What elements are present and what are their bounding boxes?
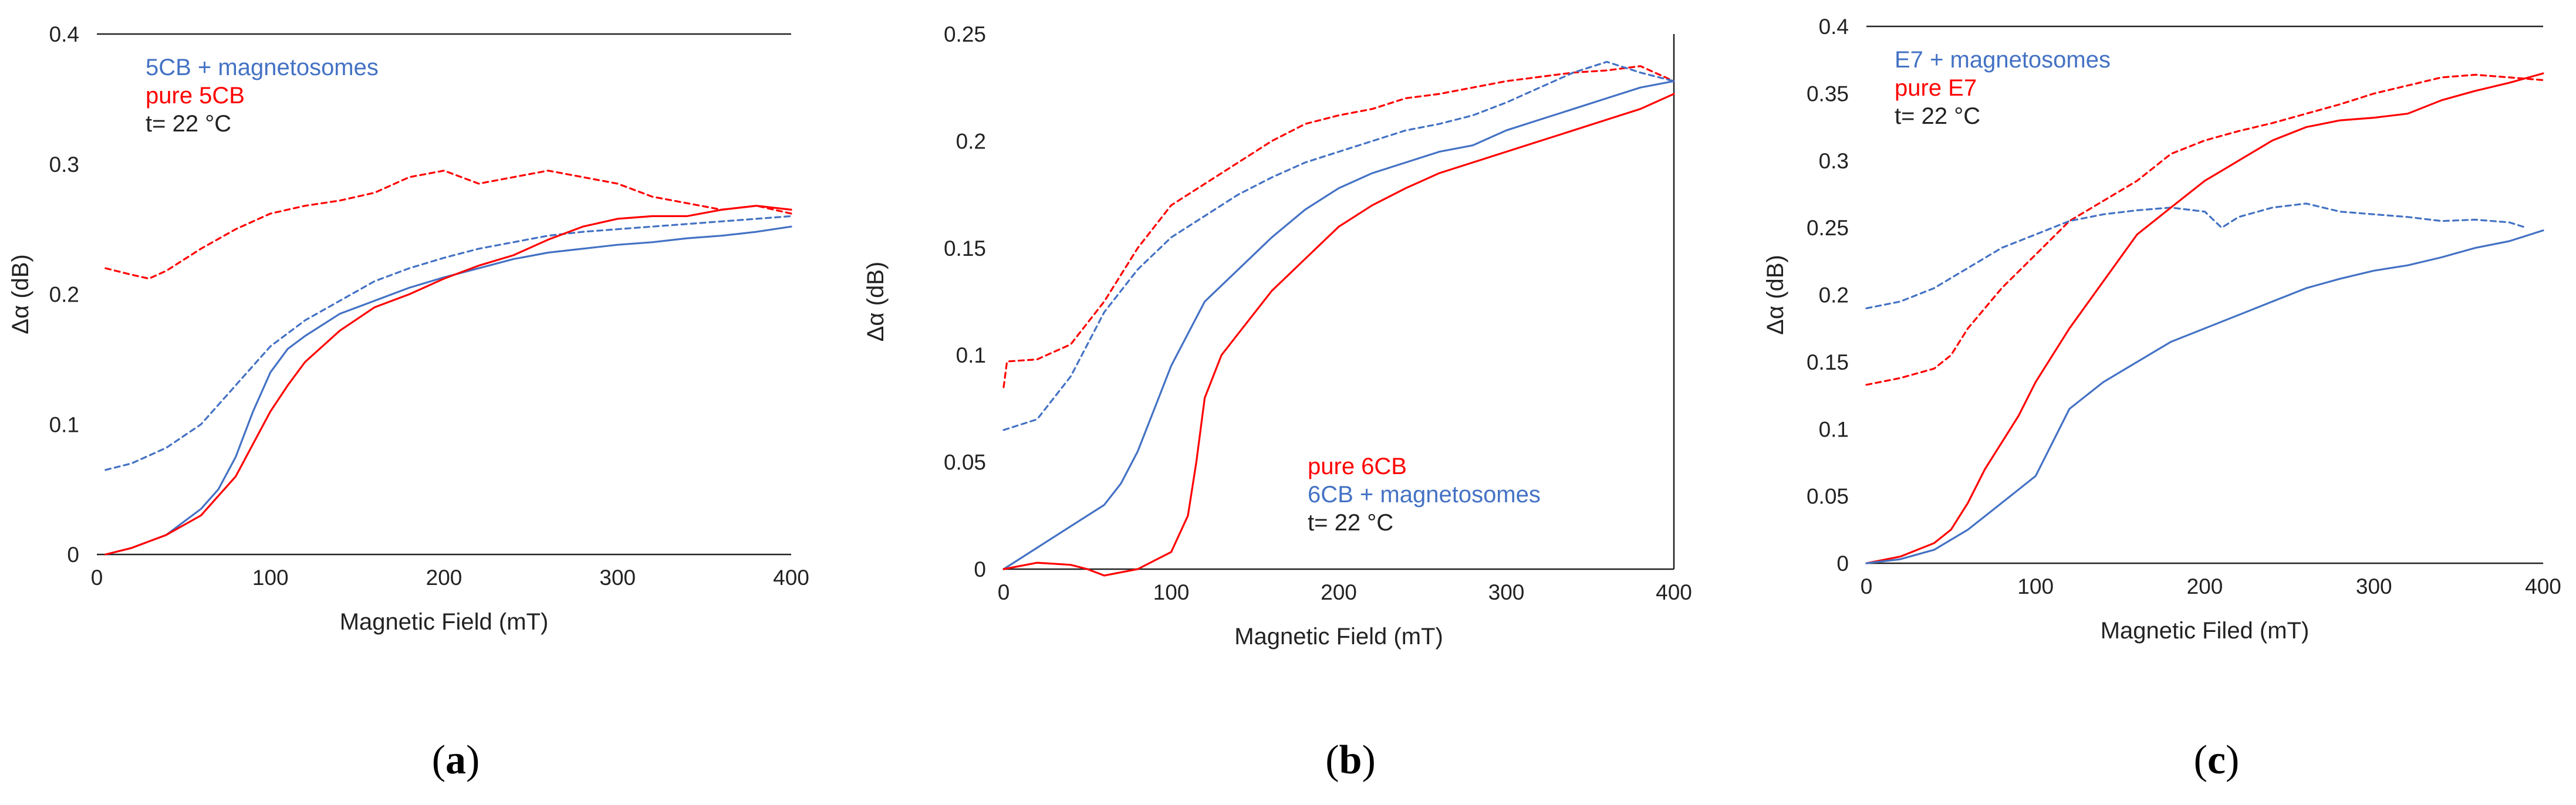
x-tick-label: 100 [252, 566, 289, 590]
legend-entry: pure 6CB [1308, 454, 1407, 479]
panel-label: (a) [432, 738, 480, 783]
legend-entry: t= 22 °C [1895, 103, 1980, 129]
legend-entry: 5CB + magnetosomes [146, 55, 379, 80]
x-tick-label: 200 [2187, 574, 2223, 598]
y-axis-title: Δα (dB) [8, 254, 33, 334]
y-tick-label: 0.1 [49, 412, 79, 437]
y-tick-label: 0 [1836, 552, 1849, 576]
x-axis-title: Magnetic Field (mT) [1234, 624, 1443, 650]
chart-panel-a: 0 100 200 300 400 0 0.1 0.2 0.3 0.4 Magnetic Field… [8, 22, 809, 783]
y-tick-label: 0.25 [944, 22, 986, 46]
series-line-pure-6cb-solid [1002, 93, 1675, 577]
series-line-pure-e7-solid [1865, 72, 2544, 564]
series-line-5cb-magnetosomes-dashed [104, 215, 792, 471]
series-line-pure-5cb-solid [104, 205, 792, 556]
series-line-5cb-magnetosomes-solid [104, 225, 792, 556]
chart-panel-b: 0 100 200 300 400 0 0.05 0.1 0.15 0.2 0.25 Magnetic… [863, 22, 1692, 783]
y-tick-label: 0.2 [1819, 283, 1849, 307]
legend-entry: pure E7 [1895, 75, 1977, 101]
y-tick-label: 0.35 [1807, 82, 1849, 106]
x-tick-label: 100 [2017, 574, 2054, 598]
legend-entry: 6CB + magnetosomes [1308, 482, 1541, 508]
legend-entry: t= 22 °C [1308, 510, 1393, 536]
x-tick-label: 400 [773, 566, 809, 590]
series-line-6cb-magnetosomes-dashed [1002, 60, 1675, 431]
x-tick-label: 100 [1153, 580, 1190, 604]
y-tick-label: 0 [67, 543, 79, 567]
series-line-e7-magnetosomes-solid [1865, 229, 2544, 564]
x-tick-label: 400 [1656, 580, 1692, 604]
legend-entry: t= 22 °C [146, 111, 231, 137]
y-tick-label: 0.15 [944, 236, 986, 261]
y-tick-label: 0.25 [1807, 216, 1849, 240]
y-tick-label: 0.05 [944, 451, 986, 475]
y-axis-title: Δα (dB) [1763, 255, 1788, 335]
y-axis-title: Δα (dB) [863, 262, 889, 342]
x-tick-label: 300 [1488, 580, 1525, 604]
y-tick-label: 0.4 [1819, 15, 1849, 39]
panel-label: (c) [2194, 738, 2240, 783]
y-tick-label: 0 [974, 557, 986, 581]
panel-label: (b) [1325, 738, 1376, 783]
y-tick-label: 0.4 [49, 22, 79, 46]
x-tick-label: 0 [998, 580, 1010, 604]
x-tick-label: 300 [2356, 574, 2392, 598]
y-tick-label: 0.2 [49, 283, 79, 307]
x-axis-title: Magnetic Filed (mT) [2101, 618, 2310, 644]
series-line-e7-magnetosomes-dashed [1865, 202, 2527, 310]
y-tick-label: 0.05 [1807, 485, 1849, 509]
series-line-pure-5cb-dashed [104, 170, 792, 280]
legend-entry: pure 5CB [146, 83, 245, 109]
x-tick-label: 400 [2525, 574, 2561, 598]
legend-entry: E7 + magnetosomes [1895, 47, 2111, 73]
x-tick-label: 200 [426, 566, 462, 590]
y-tick-label: 0.15 [1807, 350, 1849, 374]
x-axis-title: Magnetic Field (mT) [340, 609, 549, 635]
y-tick-label: 0.3 [1819, 149, 1849, 173]
x-tick-label: 0 [1861, 574, 1873, 598]
x-tick-label: 200 [1321, 580, 1357, 604]
x-tick-label: 300 [599, 566, 636, 590]
y-tick-label: 0.2 [956, 129, 986, 153]
y-tick-label: 0.3 [49, 153, 79, 177]
x-tick-label: 0 [91, 566, 103, 590]
series-line-6cb-magnetosomes-solid [1002, 80, 1675, 570]
series-line-pure-e7-dashed [1865, 73, 2544, 386]
chart-panel-c: 0 100 200 300 400 0 0.05 0.1 0.15 0.2 0.25 0.3 0.35 0… [1763, 15, 2561, 783]
y-tick-label: 0.1 [956, 343, 986, 367]
series-line-pure-6cb-dashed [1002, 65, 1675, 388]
y-tick-label: 0.1 [1819, 417, 1849, 441]
